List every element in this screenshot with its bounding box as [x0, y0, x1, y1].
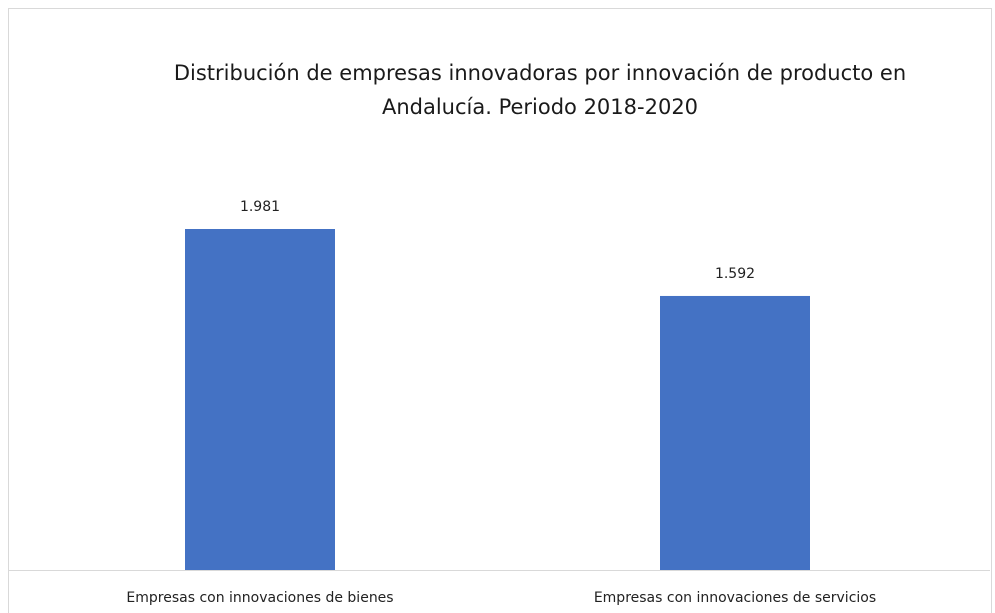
x-tick-label: Empresas con innovaciones de bienes [126, 590, 393, 606]
chart-title: Distribución de empresas innovadoras por… [173, 61, 907, 119]
data-label: 1.981 [240, 199, 280, 215]
x-tick-label: Empresas con innovaciones de servicios [594, 590, 876, 606]
data-label: 1.592 [715, 266, 755, 282]
bar [660, 295, 810, 570]
bar [185, 229, 335, 570]
chart-frame [8, 8, 992, 613]
